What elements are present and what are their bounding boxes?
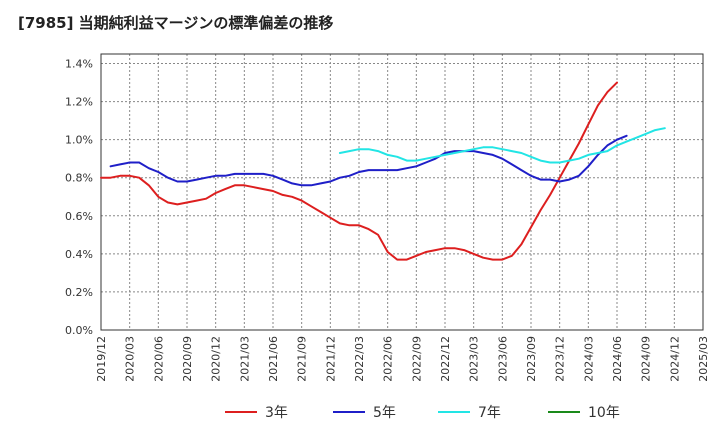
y-tick-label: 1.0% [65,134,93,147]
x-tick-label: 2024/12 [668,336,681,382]
plot-frame [100,53,704,331]
x-tick-label: 2022/12 [439,336,452,382]
y-tick-label: 0.6% [65,210,93,223]
y-tick-label: 1.4% [65,58,93,71]
x-tick-label: 2024/06 [611,336,624,382]
x-tick-label: 2020/06 [152,336,165,382]
y-tick-label: 0.8% [65,172,93,185]
x-tick-label: 2022/09 [410,336,423,382]
x-tick-label: 2020/03 [124,336,137,382]
x-tick-label: 2022/06 [382,336,395,382]
x-tick-label: 2023/12 [554,336,567,382]
x-tick-label: 2023/09 [525,336,538,382]
x-tick-label: 2019/12 [95,336,108,382]
x-tick-label: 2021/03 [238,336,251,382]
series-line [338,127,666,164]
x-tick-label: 2020/09 [181,336,194,382]
x-tick-label: 2021/09 [296,336,309,382]
x-tick-label: 2024/09 [640,336,653,382]
y-tick-label: 0.0% [65,324,93,337]
x-tick-label: 2023/03 [468,336,481,382]
series-line [100,81,618,261]
x-tick-label: 2025/03 [697,336,710,382]
y-tick-label: 0.4% [65,248,93,261]
x-tick-label: 2024/03 [582,336,595,382]
x-tick-label: 2021/12 [324,336,337,382]
y-tick-label: 0.2% [65,286,93,299]
legend-label: 5年 [373,405,396,421]
legend-label: 10年 [588,405,620,421]
chart-title: [7985] 当期純利益マージンの標準偏差の推移 [18,14,334,32]
x-tick-label: 2022/03 [353,336,366,382]
x-tick-label: 2023/06 [496,336,509,382]
x-tick-label: 2020/12 [210,336,223,382]
x-tick-label: 2021/06 [267,336,280,382]
legend-label: 3年 [265,405,288,421]
y-tick-label: 1.2% [65,96,93,109]
legend-label: 7年 [478,405,501,421]
series-line [109,134,628,187]
